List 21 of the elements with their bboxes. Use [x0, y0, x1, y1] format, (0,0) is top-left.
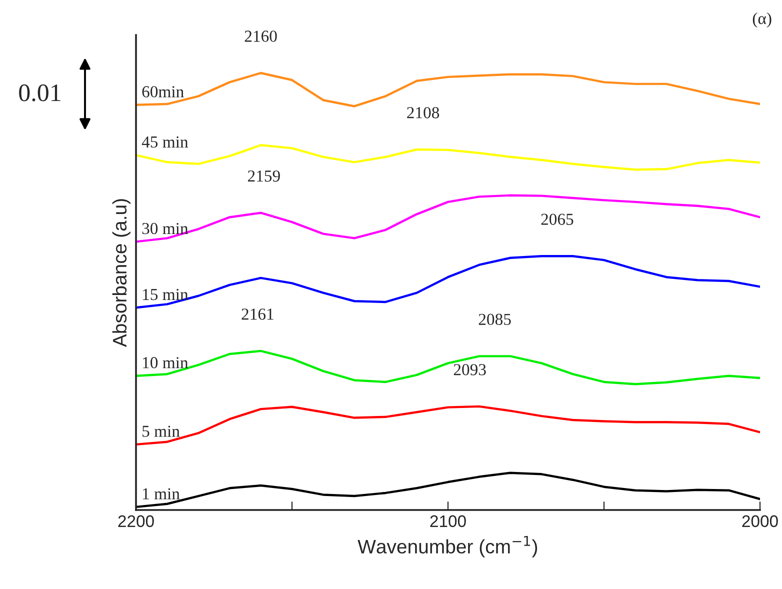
y-axis-title: Absorbance (a.u) — [112, 199, 130, 348]
series-label: 45 min — [142, 136, 188, 148]
x-tick-label: 2200 — [118, 515, 154, 528]
x-tick-label: 2100 — [430, 515, 466, 528]
annotation: 2161 — [242, 308, 274, 320]
series-label: 1 min — [143, 488, 180, 500]
annotation: 2160 — [244, 30, 277, 42]
series-label: 10 min — [143, 357, 188, 368]
series-label: 15 min — [143, 288, 188, 300]
x-axis-title: Wavenumber (cm$^{−1}$) — [358, 536, 538, 558]
annotation: 2093 — [454, 364, 486, 376]
text: (α) — [752, 12, 772, 28]
annotation: 2159 — [248, 170, 280, 182]
annotation: 2085 — [478, 314, 511, 326]
annotation: 2065 — [541, 214, 574, 225]
annotation: 2108 — [407, 107, 440, 118]
series-label: 60min — [142, 86, 184, 98]
text: 0.01 — [19, 84, 60, 102]
series-label: 30 min — [142, 222, 188, 234]
x-tick-label: 2000 — [742, 515, 778, 528]
series-label: 5 min — [142, 426, 180, 437]
